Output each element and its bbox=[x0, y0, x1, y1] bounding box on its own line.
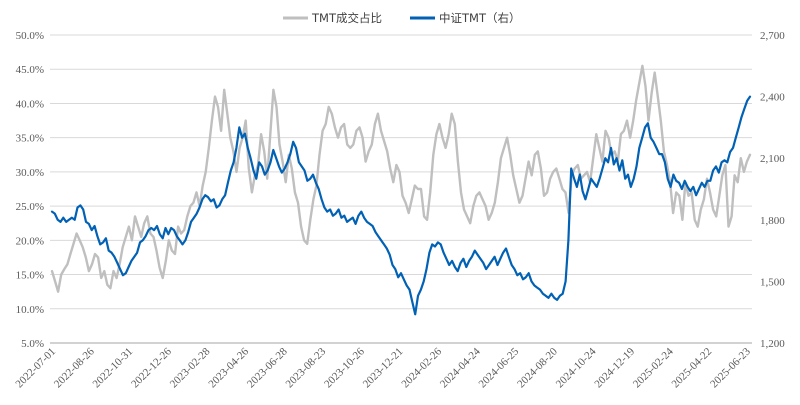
legend-label-index: 中证TMT（右） bbox=[439, 11, 520, 25]
right-tick-label: 2,700 bbox=[760, 30, 785, 42]
x-tick-label: 2025-04-22 bbox=[670, 346, 715, 391]
x-tick-label: 2022-10-31 bbox=[91, 346, 136, 391]
left-axis-tick-labels: 5.0% 10.0% 15.0% 20.0% 25.0% 30.0% 35.0% 40.0% 4… bbox=[16, 30, 44, 350]
left-tick-label: 20.0% bbox=[16, 235, 44, 247]
x-tick-label: 2024-04-24 bbox=[438, 345, 483, 390]
x-tick-label: 2024-06-25 bbox=[477, 345, 522, 390]
right-tick-label: 1,200 bbox=[760, 338, 785, 350]
x-tick-label: 2024-12-19 bbox=[592, 345, 637, 390]
right-tick-label: 2,100 bbox=[760, 153, 785, 165]
x-tick-label: 2023-12-21 bbox=[361, 346, 406, 391]
right-axis-tick-labels: 1,200 1,500 1,800 2,100 2,400 2,700 bbox=[760, 30, 785, 350]
x-tick-label: 2023-02-28 bbox=[168, 345, 213, 390]
x-tick-label: 2022-12-26 bbox=[129, 345, 174, 390]
x-axis-tick-labels: 2022-07-012022-08-262022-10-312022-12-26… bbox=[13, 345, 753, 390]
x-tick-label: 2023-10-26 bbox=[322, 345, 367, 390]
left-tick-label: 15.0% bbox=[16, 270, 44, 282]
x-tick-label: 2023-04-26 bbox=[206, 345, 251, 390]
left-tick-label: 40.0% bbox=[16, 98, 44, 110]
x-tick-label: 2023-06-28 bbox=[245, 345, 290, 390]
x-tick-label: 2024-10-24 bbox=[554, 345, 599, 390]
left-tick-label: 50.0% bbox=[16, 30, 44, 42]
left-tick-label: 5.0% bbox=[21, 338, 44, 350]
x-tick-label: 2022-07-01 bbox=[13, 346, 58, 391]
left-tick-label: 10.0% bbox=[16, 304, 44, 316]
x-tick-label: 2023-08-23 bbox=[284, 345, 329, 390]
x-tick-label: 2022-08-26 bbox=[52, 345, 97, 390]
x-tick-label: 2025-06-23 bbox=[708, 345, 753, 390]
right-tick-label: 1,500 bbox=[760, 276, 785, 288]
x-tick-label: 2025-02-24 bbox=[631, 345, 676, 390]
right-tick-label: 2,400 bbox=[760, 92, 785, 104]
left-tick-label: 35.0% bbox=[16, 133, 44, 145]
series-line-csi-tmt bbox=[50, 95, 752, 316]
x-tick-label: 2024-08-20 bbox=[515, 345, 560, 390]
left-tick-label: 25.0% bbox=[16, 201, 44, 213]
right-tick-label: 1,800 bbox=[760, 215, 785, 227]
legend-label-share: TMT成交占比 bbox=[311, 11, 382, 25]
left-tick-label: 45.0% bbox=[16, 64, 44, 76]
series-lines bbox=[50, 64, 752, 316]
left-tick-label: 30.0% bbox=[16, 167, 44, 179]
legend: TMT成交占比 中证TMT（右） bbox=[283, 11, 520, 25]
gridlines bbox=[50, 34, 752, 310]
x-tick-label: 2024-02-26 bbox=[399, 345, 444, 390]
series-line-tmt-share bbox=[50, 64, 752, 293]
